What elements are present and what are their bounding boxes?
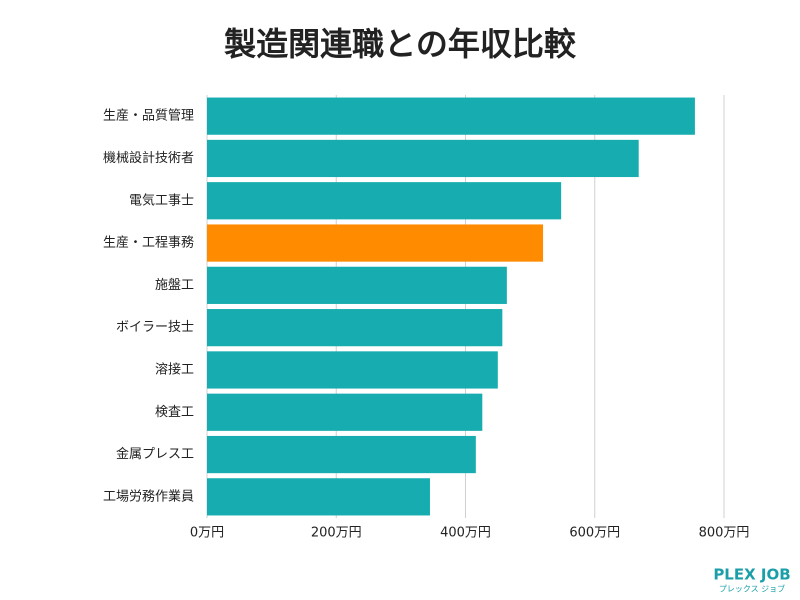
y-tick-label: 生産・品質管理 — [103, 108, 194, 124]
y-tick-label: 金属プレス工 — [116, 446, 194, 462]
bar — [207, 266, 507, 304]
bar — [207, 182, 562, 220]
bar — [207, 139, 639, 178]
bar — [207, 393, 483, 431]
x-tick-label: 600万円 — [569, 526, 620, 541]
y-tick-label: 施盤工 — [155, 278, 194, 293]
bar — [207, 435, 476, 474]
y-tick-label: 電気工事士 — [129, 192, 194, 208]
bar — [207, 478, 430, 516]
x-tick-label: 200万円 — [311, 526, 362, 541]
y-tick-label: 工場労務作業員 — [103, 488, 194, 504]
x-tick-label: 400万円 — [440, 526, 491, 541]
x-tick-label: 0万円 — [190, 526, 224, 541]
chart-title: 製造関連職との年収比較 — [224, 25, 577, 63]
logo-title: PLEX JOB — [713, 566, 790, 584]
logo-subtitle: プレックス ジョブ — [719, 584, 785, 594]
bar — [207, 351, 498, 389]
y-tick-label: 生産・工程事務 — [103, 235, 194, 251]
x-tick-label: 800万円 — [699, 526, 750, 541]
y-tick-label: ボイラー技士 — [116, 320, 194, 335]
y-tick-label: 溶接工 — [155, 361, 194, 377]
bar — [207, 97, 695, 135]
bar — [207, 309, 503, 347]
bar — [207, 224, 544, 262]
y-tick-label: 検査工 — [155, 405, 194, 420]
y-tick-label: 機械設計技術者 — [103, 150, 194, 166]
